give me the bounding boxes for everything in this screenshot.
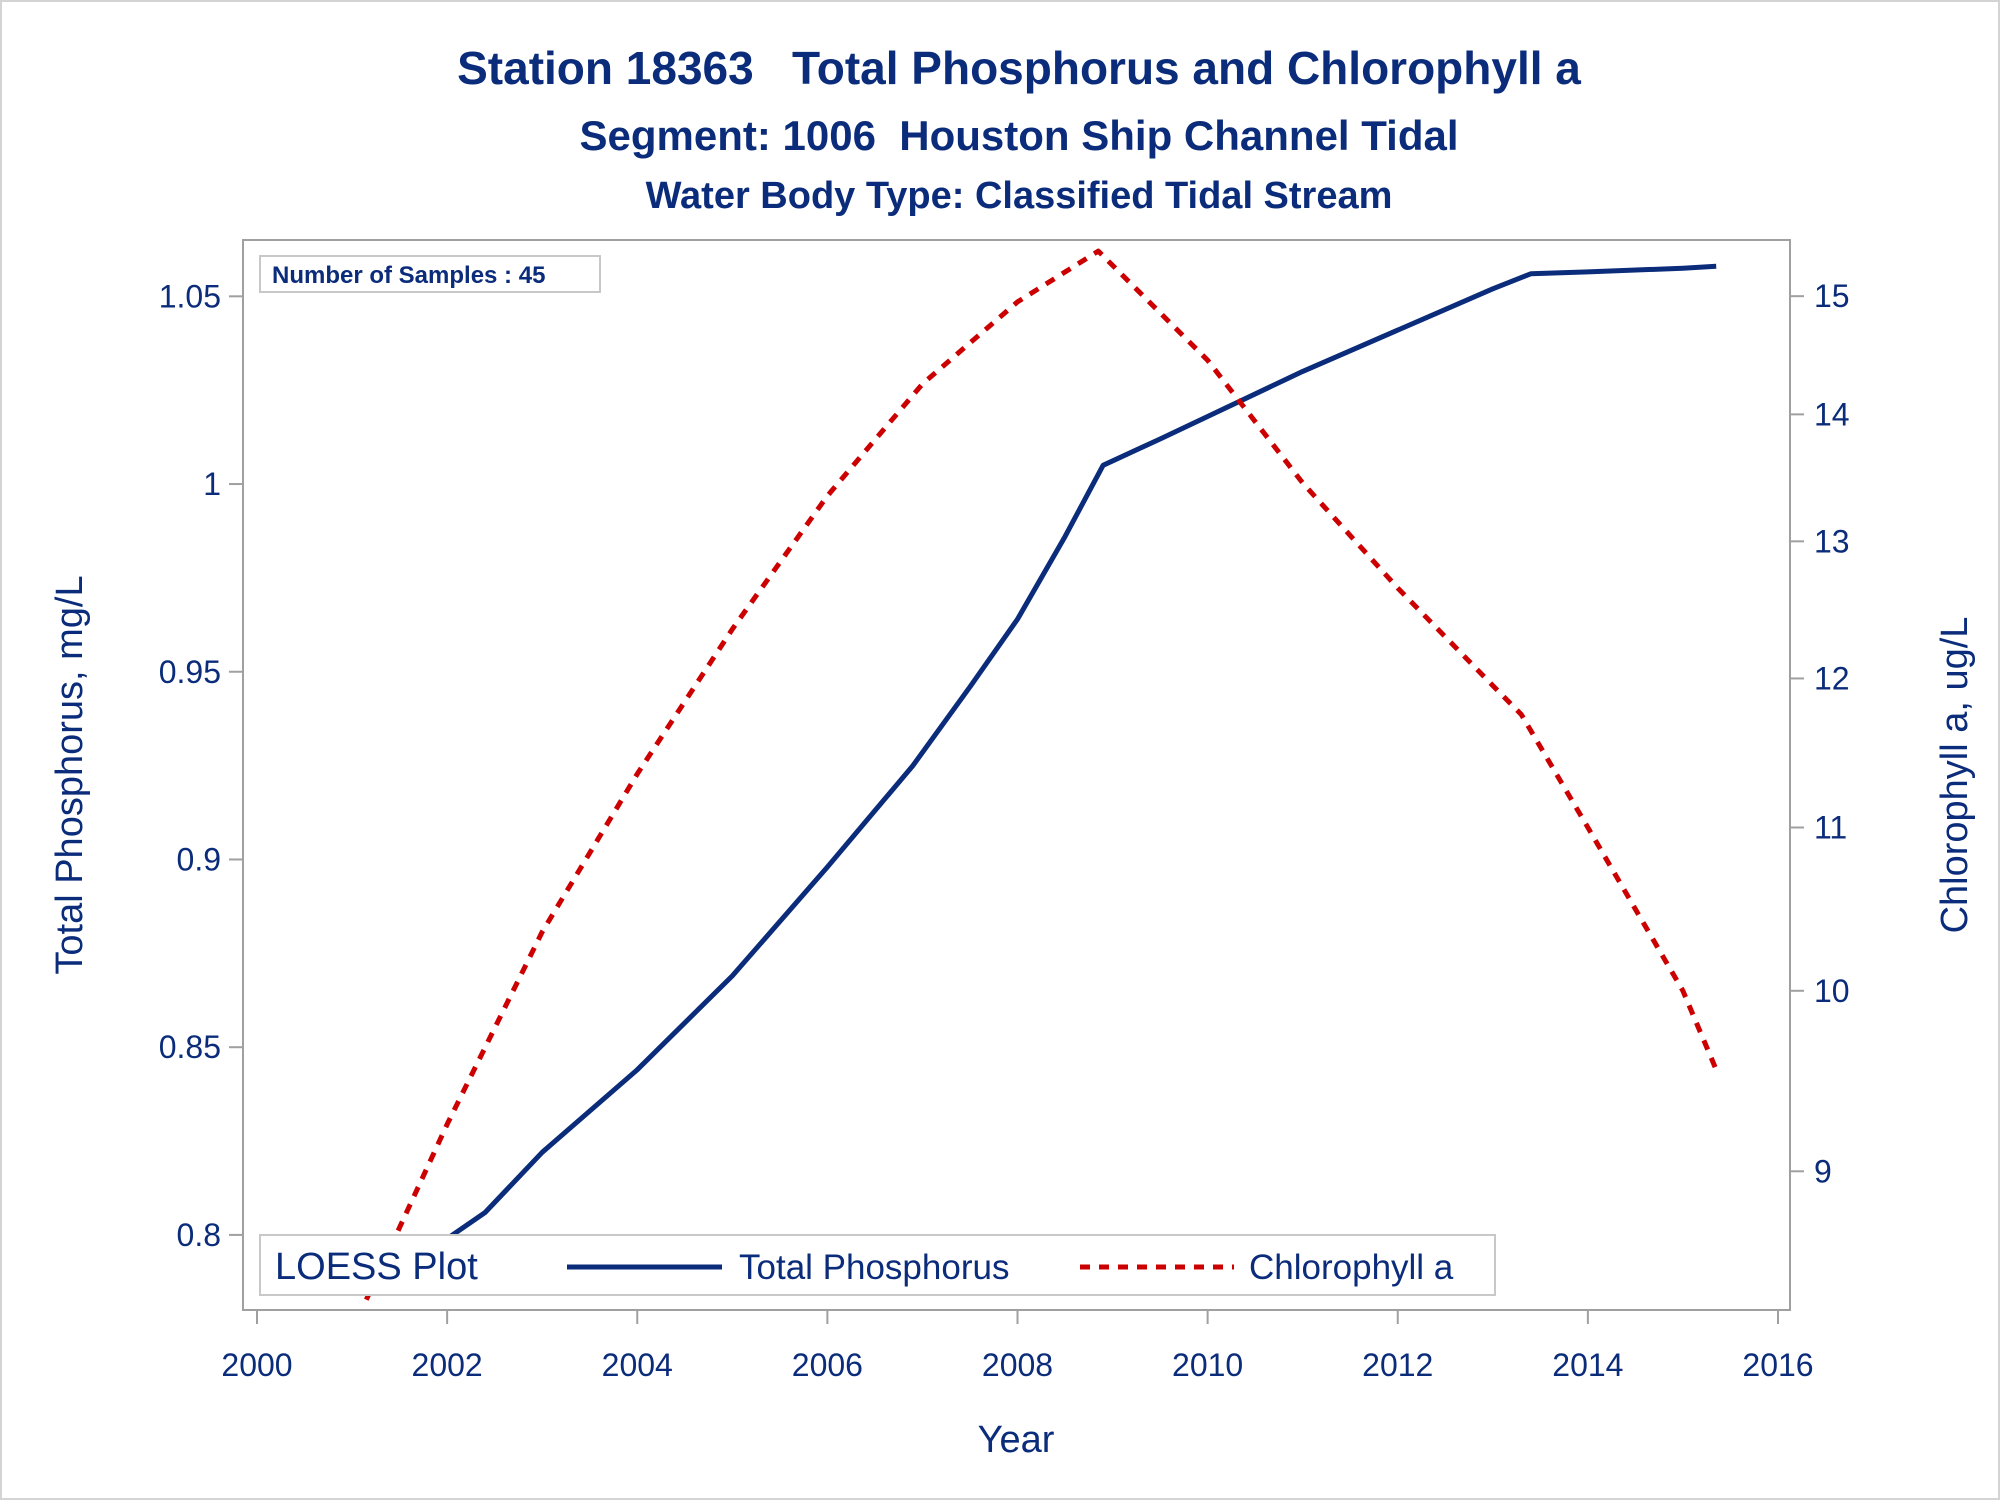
x-tick-label: 2004 [602,1347,673,1383]
x-tick-label: 2008 [982,1347,1053,1383]
y2-tick-label: 14 [1814,396,1850,432]
y-axis-ticks: 0.8 0.85 0.9 0.95 1 1.05 [159,278,243,1253]
x-tick-label: 2006 [792,1347,863,1383]
y2-tick-label: 13 [1814,523,1850,559]
plot-area [242,239,1791,1311]
y-axis-label: Total Phosphorus, mg/L [49,575,91,974]
x-tick-label: 2010 [1172,1347,1243,1383]
legend-title: LOESS Plot [275,1246,478,1288]
y2-axis-ticks: 9 10 11 12 13 14 15 [1790,278,1850,1189]
y-tick-label: 0.95 [159,654,221,690]
legend-box [259,1234,1496,1296]
chart-subtitle-2: Water Body Type: Classified Tidal Stream [646,175,1393,217]
y2-tick-label: 10 [1814,973,1850,1009]
y2-axis-label: Chlorophyll a, ug/L [1934,617,1976,934]
legend-label-chlorophyll-a: Chlorophyll a [1249,1248,1454,1287]
series-layer [364,248,1719,1301]
legend-label-total-phosphorus: Total Phosphorus [739,1248,1009,1287]
x-axis-label: Year [978,1419,1055,1461]
chart-subtitle: Segment: 1006 Houston Ship Channel Tidal [579,112,1458,159]
x-tick-label: 2016 [1742,1347,1813,1383]
x-tick-label: 2014 [1552,1347,1623,1383]
y-tick-label: 0.8 [177,1217,221,1253]
y2-tick-label: 12 [1814,660,1850,696]
x-tick-label: 2012 [1362,1347,1433,1383]
x-tick-label: 2000 [221,1347,292,1383]
y2-tick-label: 9 [1814,1153,1832,1189]
legend: LOESS Plot Total Phosphorus Chlorophyll … [259,1234,1496,1296]
sample-count-text: Number of Samples : 45 [272,262,545,289]
y-tick-label: 1.05 [159,278,221,314]
x-axis-ticks: 2000 2002 2004 2006 2008 2010 2012 2014 2016 [221,1310,1814,1383]
sample-count-inset: Number of Samples : 45 [259,255,601,293]
series-line-chlorophyll-a [364,248,1719,1301]
chart-title: Station 18363 Total Phosphorus and Chlor… [457,42,1581,94]
y-tick-label: 0.9 [177,841,221,877]
x-tick-label: 2002 [412,1347,483,1383]
y2-tick-label: 11 [1814,810,1847,846]
y-tick-label: 0.85 [159,1029,221,1065]
y2-tick-label: 15 [1814,278,1850,314]
series-line-total-phosphorus [364,263,1717,1294]
y-tick-label: 1 [203,466,221,502]
